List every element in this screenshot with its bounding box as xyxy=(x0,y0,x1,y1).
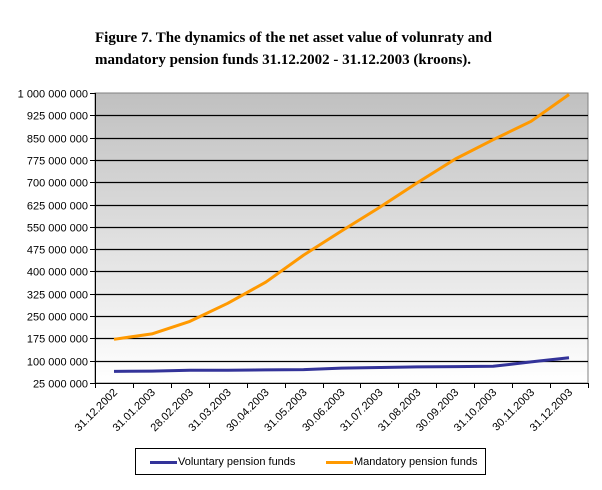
legend-label-voluntary: Voluntary pension funds xyxy=(178,456,296,468)
y-tick-label: 25 000 000 xyxy=(33,379,88,391)
y-tick-label: 325 000 000 xyxy=(27,290,88,302)
y-tick-label: 550 000 000 xyxy=(27,223,88,235)
gridlines xyxy=(95,114,588,363)
y-tick-label: 1 000 000 000 xyxy=(18,89,88,101)
legend-item-voluntary: Voluntary pension funds xyxy=(150,456,295,468)
y-tick-label: 775 000 000 xyxy=(27,156,88,168)
legend-label-mandatory: Mandatory pension funds xyxy=(354,456,478,468)
y-tick-label: 625 000 000 xyxy=(27,201,88,213)
legend-item-mandatory: Mandatory pension funds xyxy=(326,456,478,468)
y-tick-label: 700 000 000 xyxy=(27,178,88,190)
chart-title-line-2: mandatory pension funds 31.12.2002 - 31.… xyxy=(95,52,472,68)
y-tick-label: 400 000 000 xyxy=(27,267,88,279)
y-tick-label: 925 000 000 xyxy=(27,111,88,123)
y-tick-label: 175 000 000 xyxy=(27,334,88,346)
y-tick-label: 100 000 000 xyxy=(27,357,88,369)
y-tick-label: 475 000 000 xyxy=(27,245,88,257)
series-lines xyxy=(113,93,570,373)
y-tick-label: 850 000 000 xyxy=(27,134,88,146)
y-tick-label: 250 000 000 xyxy=(27,312,88,324)
legend-swatch-voluntary xyxy=(150,460,177,464)
legend-swatch-mandatory xyxy=(326,460,353,464)
x-axis: 31.12.200231.01.200328.02.200331.03.2003… xyxy=(73,383,589,434)
plot-area xyxy=(94,92,589,384)
chart-title-line-1: Figure 7. The dynamics of the net asset … xyxy=(95,30,492,46)
y-axis: 25 000 000 100 000 000 175 000 000 250 000 … xyxy=(18,89,96,391)
legend: Voluntary pension funds Mandatory pensio… xyxy=(135,448,486,475)
chart-title: Figure 7. The dynamics of the net asset … xyxy=(95,27,595,71)
